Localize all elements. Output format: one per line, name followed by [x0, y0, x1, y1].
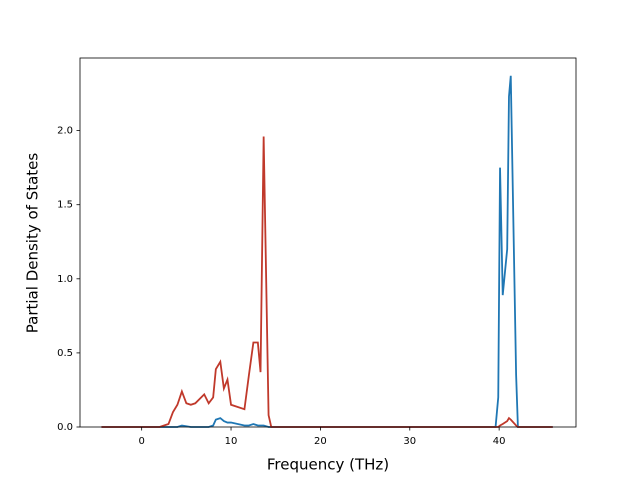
x-tick-label: 30: [403, 436, 416, 447]
y-tick-label: 2.0: [57, 126, 73, 137]
x-tick-label: 10: [225, 436, 238, 447]
line-series: [101, 75, 553, 428]
y-tick-label: 0.0: [57, 422, 73, 433]
x-axis-label: Frequency (THz): [267, 456, 389, 474]
line-series: [101, 136, 553, 428]
x-tick-label: 40: [493, 436, 506, 447]
y-axis-label: Partial Density of States: [24, 153, 42, 334]
plot-frame: [79, 57, 577, 428]
y-tick-label: 1.0: [57, 274, 73, 285]
y-tick-label: 0.5: [57, 348, 73, 359]
x-tick-label: 20: [314, 436, 327, 447]
x-tick-label: 0: [138, 436, 144, 447]
y-tick-label: 1.5: [57, 200, 73, 211]
